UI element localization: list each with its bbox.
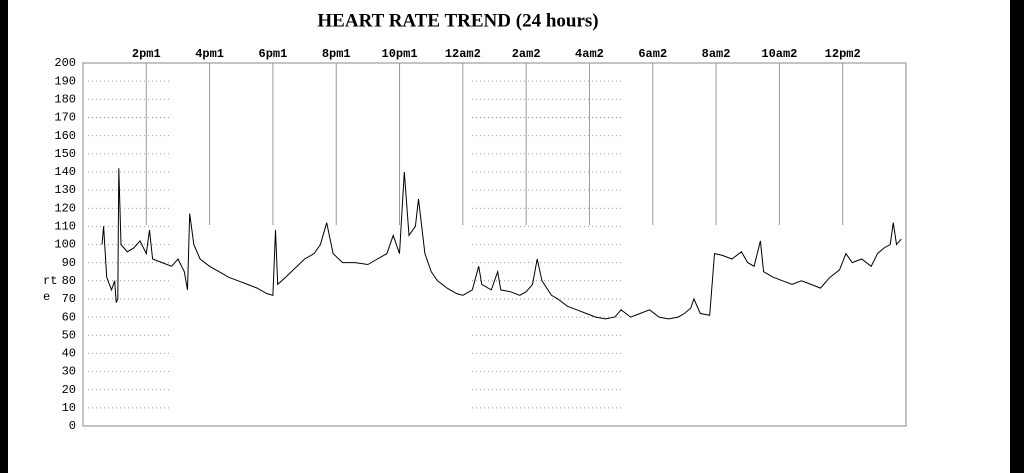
- y-label-fragment: e: [43, 290, 50, 304]
- x-tick-label: 6am2: [638, 47, 667, 61]
- heart-rate-line: [101, 168, 902, 320]
- x-tick-label: 2am2: [512, 47, 541, 61]
- y-tick-label: 130: [54, 183, 76, 197]
- y-tick-label: 200: [54, 56, 76, 70]
- y-tick-label: 40: [62, 347, 76, 361]
- y-tick-label: 60: [62, 310, 76, 324]
- y-tick-label: 0: [69, 419, 76, 433]
- y-tick-label: 50: [62, 328, 76, 342]
- x-tick-label: 4pm1: [195, 47, 224, 61]
- y-tick-label: 140: [54, 165, 76, 179]
- x-tick-label: 12pm2: [825, 47, 861, 61]
- y-tick-label: 120: [54, 201, 76, 215]
- x-tick-label: 8am2: [702, 47, 731, 61]
- x-tick-label: 12am2: [445, 47, 481, 61]
- right-edge: [1010, 0, 1024, 473]
- y-tick-label: 150: [54, 147, 76, 161]
- y-tick-label: 160: [54, 129, 76, 143]
- y-tick-label: 70: [62, 292, 76, 306]
- y-tick-label: 80: [62, 274, 76, 288]
- y-tick-label: 180: [54, 92, 76, 106]
- x-tick-label: 10pm1: [382, 47, 418, 61]
- y-tick-label: 190: [54, 74, 76, 88]
- x-tick-label: 4am2: [575, 47, 604, 61]
- x-tick-label: 6pm1: [259, 47, 288, 61]
- y-tick-label: 110: [54, 220, 76, 234]
- x-tick-label: 2pm1: [132, 47, 161, 61]
- y-label-fragment: rt: [43, 274, 57, 288]
- chart-title: HEART RATE TREND (24 hours): [317, 10, 598, 31]
- y-tick-label: 30: [62, 365, 76, 379]
- x-tick-label: 10am2: [761, 47, 797, 61]
- y-tick-label: 100: [54, 238, 76, 252]
- x-tick-label: 8pm1: [322, 47, 351, 61]
- plot-frame: [82, 62, 907, 427]
- y-tick-label: 90: [62, 256, 76, 270]
- left-edge: [0, 0, 8, 473]
- y-tick-label: 20: [62, 383, 76, 397]
- y-tick-label: 170: [54, 111, 76, 125]
- y-tick-label: 10: [62, 401, 76, 415]
